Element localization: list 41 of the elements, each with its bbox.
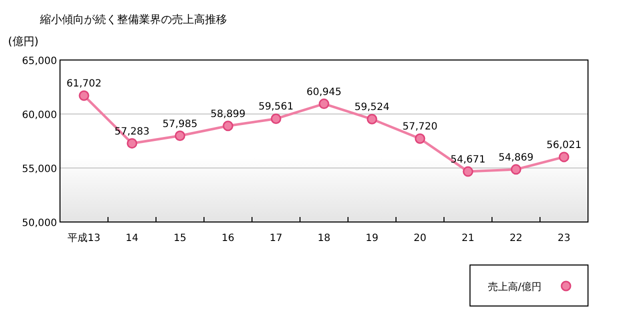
y-tick-label: 55,000 xyxy=(22,164,57,175)
data-label: 59,561 xyxy=(258,102,294,113)
point xyxy=(78,90,90,101)
point xyxy=(126,138,138,149)
point xyxy=(510,164,522,175)
x-tick-label: 23 xyxy=(558,233,570,244)
data-label: 56,021 xyxy=(546,140,582,151)
x-tick-label: 21 xyxy=(462,233,474,244)
legend-label: 売上高/億円 xyxy=(488,281,542,293)
x-tick-label: 18 xyxy=(318,233,330,244)
point xyxy=(318,98,330,110)
data-label: 54,671 xyxy=(450,154,486,166)
chart-title: 縮小傾向が続く整備業界の売上高推移 xyxy=(39,13,227,26)
y-tick-label: 50,000 xyxy=(22,218,57,229)
data-label: 61,702 xyxy=(66,78,102,90)
point xyxy=(222,120,234,132)
x-tick-label: 17 xyxy=(270,233,282,244)
data-label: 57,985 xyxy=(162,118,198,130)
x-tick-label: 19 xyxy=(366,233,378,244)
y-tick-label: 60,000 xyxy=(22,110,57,121)
x-tick-label: 16 xyxy=(222,233,234,244)
data-label: 54,869 xyxy=(498,152,534,164)
point xyxy=(414,133,426,144)
data-label: 60,945 xyxy=(306,86,342,98)
point xyxy=(366,114,378,124)
x-tick-label: 14 xyxy=(126,233,138,244)
x-tick-label: 平成13 xyxy=(68,232,100,244)
x-tick-label: 22 xyxy=(510,233,522,244)
point xyxy=(558,152,570,162)
point xyxy=(270,113,282,124)
y-tick-label: 65,000 xyxy=(22,56,57,67)
x-tick-label: 15 xyxy=(174,233,186,244)
data-label: 57,720 xyxy=(402,122,438,133)
y-axis-title: (億円) xyxy=(8,35,39,48)
x-tick-label: 20 xyxy=(414,233,426,244)
point xyxy=(174,130,186,142)
data-label: 59,524 xyxy=(354,102,390,114)
legend: 売上高/億円 xyxy=(470,264,588,306)
data-label: 58,899 xyxy=(210,108,246,120)
data-label: 57,283 xyxy=(114,126,150,138)
point xyxy=(462,166,474,177)
